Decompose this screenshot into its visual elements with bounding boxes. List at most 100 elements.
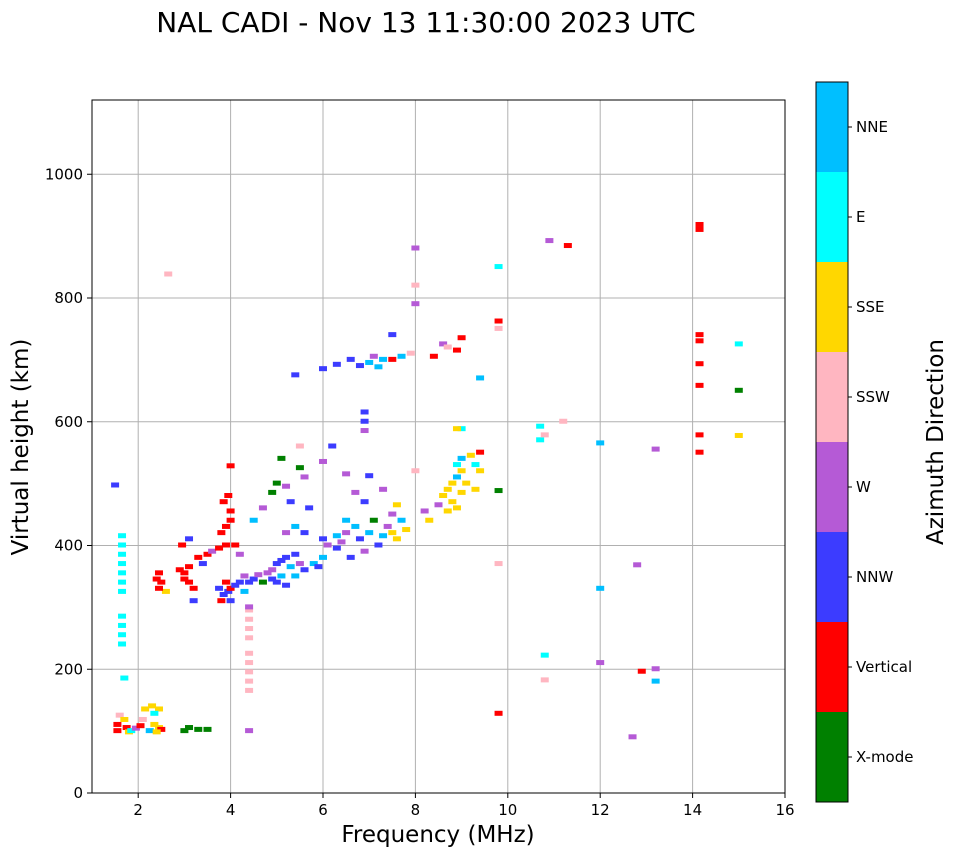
data-point: [161, 588, 170, 594]
data-point: [245, 616, 254, 622]
data-point: [300, 530, 309, 536]
data-point: [695, 361, 704, 367]
data-point: [439, 493, 448, 498]
data-point: [249, 576, 258, 582]
data-point: [245, 660, 254, 666]
data-point: [633, 562, 642, 568]
data-point: [337, 539, 346, 545]
data-point: [235, 551, 244, 557]
data-point: [118, 622, 127, 628]
x-tick-label: 4: [226, 801, 236, 819]
y-tick-label: 400: [54, 537, 83, 555]
data-point: [734, 341, 743, 347]
data-point: [245, 669, 254, 675]
data-point: [221, 542, 230, 548]
colorbar-category-label: Vertical: [856, 658, 912, 676]
colorbar-segment: [816, 622, 848, 712]
data-point: [443, 486, 452, 492]
data-point: [282, 554, 291, 560]
data-point: [157, 579, 166, 585]
data-point: [411, 282, 420, 288]
data-point: [277, 573, 286, 579]
data-point: [148, 703, 157, 709]
data-point: [323, 542, 332, 548]
data-point: [178, 542, 187, 548]
data-point: [224, 588, 233, 594]
y-tick-label: 200: [54, 660, 83, 678]
data-point: [268, 567, 277, 573]
data-point: [443, 344, 452, 350]
data-point: [695, 382, 704, 388]
data-point: [332, 533, 341, 539]
data-point: [429, 353, 438, 359]
data-point: [180, 576, 189, 582]
data-point: [226, 598, 235, 604]
colorbar-segment: [816, 442, 848, 532]
colorbar-segment: [816, 262, 848, 352]
data-point: [268, 489, 277, 495]
data-point: [448, 499, 457, 505]
data-point: [540, 677, 549, 683]
data-point: [120, 716, 129, 722]
data-point: [152, 576, 161, 582]
data-point: [466, 452, 475, 458]
x-tick-label: 8: [411, 801, 421, 819]
colorbar-category-label: SSW: [856, 388, 890, 406]
x-tick-label: 16: [775, 801, 794, 819]
data-point: [360, 499, 369, 505]
data-point: [282, 483, 291, 489]
data-point: [471, 486, 480, 492]
data-point: [365, 530, 374, 536]
data-point: [342, 530, 351, 536]
colorbar-segment: [816, 172, 848, 262]
data-point: [295, 465, 304, 471]
y-axis-ticks: 0 200 400 600 800 1000: [45, 165, 92, 802]
colorbar-segment: [816, 82, 848, 172]
data-point: [434, 502, 443, 508]
data-point: [231, 582, 240, 588]
data-point: [457, 426, 466, 432]
colorbar-frame: [815, 81, 849, 803]
x-tick-label: 14: [683, 801, 702, 819]
data-point: [215, 545, 224, 551]
data-point: [346, 356, 355, 362]
data-point: [217, 530, 226, 536]
data-point: [452, 462, 461, 468]
data-point: [300, 567, 309, 573]
data-point: [291, 573, 300, 579]
data-point: [559, 418, 568, 424]
data-point: [118, 542, 127, 548]
data-point: [154, 706, 163, 712]
data-point: [342, 471, 351, 477]
data-point: [494, 710, 503, 716]
data-point: [240, 588, 249, 594]
colorbar-category-label: NNW: [856, 568, 893, 586]
data-point: [476, 449, 485, 455]
data-point: [388, 511, 397, 517]
data-point: [185, 725, 194, 731]
data-point: [150, 710, 159, 716]
data-point: [263, 570, 272, 576]
data-point: [452, 347, 461, 353]
data-point: [695, 226, 704, 232]
data-point: [118, 579, 127, 585]
data-point: [494, 561, 503, 567]
data-point: [291, 551, 300, 557]
data-point: [392, 536, 401, 542]
data-point: [113, 728, 122, 734]
data-point: [651, 678, 660, 684]
data-point: [157, 726, 166, 732]
data-point: [118, 613, 127, 619]
data-point: [319, 536, 327, 542]
data-point: [332, 545, 341, 551]
chart-title: NAL CADI - Nov 13 11:30:00 2023 UTC: [156, 6, 695, 39]
data-point: [295, 443, 304, 449]
data-point: [651, 666, 660, 672]
x-tick-label: 10: [498, 801, 517, 819]
data-point: [476, 375, 485, 381]
data-point: [596, 440, 605, 446]
data-point: [221, 579, 230, 585]
data-point: [540, 652, 549, 658]
data-point: [175, 567, 184, 573]
data-point: [295, 561, 304, 567]
